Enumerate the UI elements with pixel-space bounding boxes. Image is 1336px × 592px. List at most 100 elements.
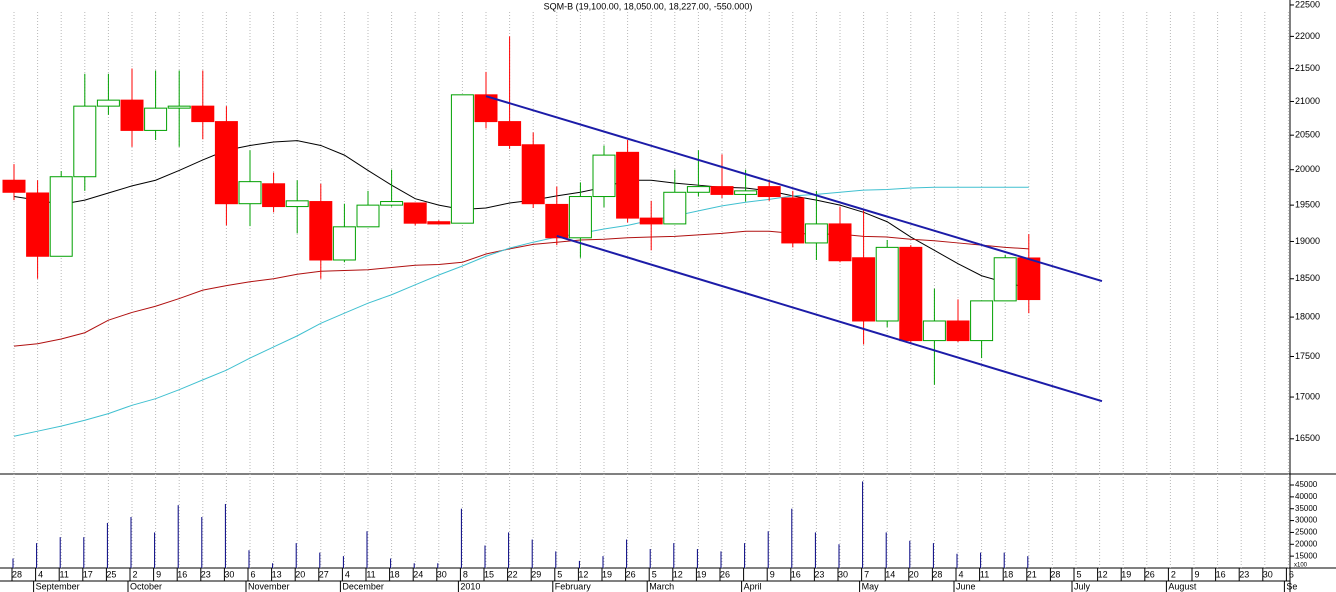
y-tick-label: 17000	[1295, 391, 1320, 401]
x-tick-label: 30	[224, 569, 234, 579]
month-label: October	[130, 581, 162, 591]
candle-body	[498, 121, 522, 146]
x-tick-label: 9	[156, 569, 161, 579]
candle-body	[450, 94, 474, 224]
x-tick-label: 18	[390, 569, 400, 579]
y-tick-label: 20000	[1295, 539, 1318, 548]
moving-average-line	[13, 186, 1029, 437]
y-tick-label: 22000	[1295, 31, 1320, 41]
month-label: December	[342, 581, 384, 591]
y-tick-label: 45000	[1295, 480, 1318, 489]
y-tick-label: 18000	[1295, 311, 1320, 321]
x-tick-label: 20	[909, 569, 919, 579]
x-tick-label: 20	[295, 569, 305, 579]
candle-body	[946, 320, 970, 342]
x-tick-label: 21	[1027, 569, 1037, 579]
month-label: February	[555, 581, 592, 591]
candle-body	[285, 200, 309, 208]
x-tick-label: 12	[1098, 569, 1108, 579]
month-label: June	[956, 581, 976, 591]
candle-body	[734, 190, 758, 195]
candle-body	[592, 154, 616, 198]
x-tick-label: 13	[272, 569, 282, 579]
x-tick-label: 16	[177, 569, 187, 579]
y-tick-label: 40000	[1295, 492, 1318, 501]
candle-body	[167, 105, 191, 109]
candle-body	[804, 223, 828, 244]
x-tick-label: 28	[1050, 569, 1060, 579]
candle-body	[710, 186, 734, 195]
x-tick-label: 23	[814, 569, 824, 579]
candle-body	[639, 217, 663, 225]
x-tick-label: 5	[652, 569, 657, 579]
x-tick-label: 28	[932, 569, 942, 579]
chart-title: SQM-B (19,100.00, 18,050.00, 18,227.00, …	[544, 1, 753, 11]
candle-body	[686, 186, 710, 193]
x-tick-label: 6	[250, 569, 255, 579]
candle-body	[380, 201, 404, 206]
candle-body	[545, 203, 569, 239]
x-tick-label: 11	[980, 569, 989, 579]
candle-body	[214, 121, 238, 205]
candle-body	[899, 246, 923, 342]
month-label: April	[744, 581, 762, 591]
x-tick-label: 5	[557, 569, 562, 579]
x-tick-label: 7	[864, 569, 869, 579]
month-label: 2010	[460, 581, 480, 591]
x-tick-label: 11	[60, 569, 69, 579]
candle-body	[757, 186, 781, 198]
x-tick-label: 15	[484, 569, 494, 579]
y-tick-label: 19000	[1295, 236, 1320, 246]
trend-line	[556, 234, 1103, 403]
x-tick-label: 16	[1216, 569, 1226, 579]
x-tick-label: 12	[578, 569, 588, 579]
candle-body	[922, 320, 946, 342]
x-tick-label: 23	[201, 569, 211, 579]
candle-body	[26, 192, 50, 257]
month-label: March	[649, 581, 674, 591]
candle-body	[427, 221, 451, 225]
x-tick-label: 4	[958, 569, 963, 579]
y-tick-label: 16500	[1295, 433, 1320, 443]
x-tick-label: 30	[1263, 569, 1273, 579]
y-tick-label: 15000	[1295, 551, 1318, 560]
x-tick-label: 12	[673, 569, 683, 579]
x-tick-label: 23	[1239, 569, 1249, 579]
candle-body	[356, 204, 380, 228]
month-label: Se	[1286, 581, 1297, 591]
x-tick-label: 6	[1289, 569, 1294, 579]
candle-body	[73, 105, 97, 178]
y-tick-label: 20000	[1295, 164, 1320, 174]
moving-average-line	[13, 230, 1029, 347]
candle-body	[781, 197, 805, 244]
x-tick-label: 4	[38, 569, 43, 579]
x-tick-label: 30	[437, 569, 447, 579]
month-label: September	[36, 581, 80, 591]
candle-body	[993, 257, 1017, 302]
x-tick-label: 16	[791, 569, 801, 579]
y-tick-label: 21000	[1295, 96, 1320, 106]
x-tick-label: 26	[720, 569, 730, 579]
y-tick-label: 35000	[1295, 504, 1318, 513]
y-tick-label: 30000	[1295, 516, 1318, 525]
x-tick-label: 2	[132, 569, 137, 579]
x-tick-label: 8	[463, 569, 468, 579]
candle-body	[852, 257, 876, 322]
x-tick-label: 29	[531, 569, 541, 579]
candle-body	[1017, 257, 1041, 301]
candle-body	[521, 144, 545, 205]
x-tick-label: 2	[1171, 569, 1176, 579]
candle-body	[262, 183, 286, 208]
x-tick-label: 19	[1121, 569, 1131, 579]
candle-body	[238, 181, 262, 205]
y-tick-label: 25000	[1295, 528, 1318, 537]
x-tick-label: 30	[838, 569, 848, 579]
candle-body	[663, 191, 687, 225]
month-label: July	[1074, 581, 1091, 591]
y-tick-label: 17500	[1295, 351, 1320, 361]
candle-body	[49, 176, 73, 257]
month-label: November	[248, 581, 290, 591]
y-tick-label: 18500	[1295, 273, 1320, 283]
month-label: May	[862, 581, 880, 591]
